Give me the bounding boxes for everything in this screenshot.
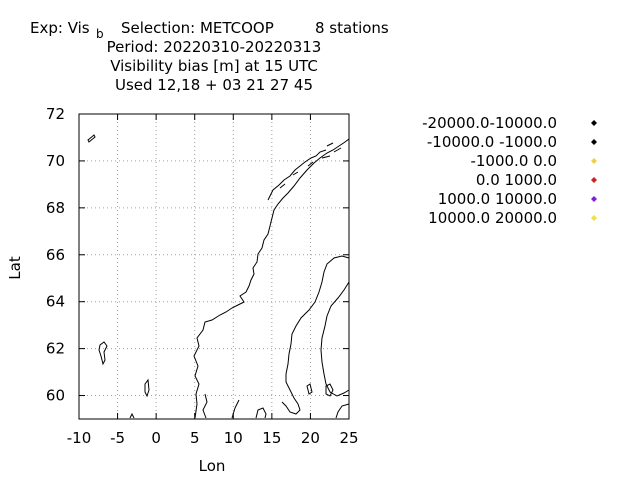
x-tick-label: -5 — [110, 429, 125, 447]
legend-marker — [591, 196, 597, 202]
axis-ticks: -10 -5 0 5 10 15 20 25 60 62 64 66 68 70 72 — [46, 105, 359, 447]
coastline-bothnia — [281, 255, 350, 415]
legend-label: 10000.0 20000.0 — [428, 209, 557, 227]
coastline-norway — [193, 138, 350, 419]
coastline-map — [87, 134, 350, 419]
legend-marker — [591, 120, 597, 126]
exp-subscript: b — [96, 27, 104, 41]
coastline-norway-north-islands — [267, 142, 342, 201]
x-tick-label: 20 — [301, 429, 320, 447]
grid — [79, 114, 349, 419]
y-tick-label: 70 — [46, 152, 65, 170]
coastline-small-island — [129, 412, 135, 419]
used-label: Used 12,18 + 03 21 27 45 — [115, 76, 313, 94]
legend-marker — [591, 139, 597, 145]
y-axis-label: Lat — [6, 256, 24, 280]
legend-label: -10000.0 -1000.0 — [427, 133, 557, 151]
coastline-finland — [320, 281, 350, 397]
quantity-label: Visibility bias [m] at 15 UTC — [110, 57, 318, 75]
y-tick-label: 66 — [46, 246, 65, 264]
legend-marker — [591, 215, 597, 221]
plot-frame — [78, 113, 350, 420]
legend-label: -20000.0-10000.0 — [422, 114, 557, 132]
chart-header: Exp: Vis b Selection: METCOOP 8 stations… — [30, 19, 389, 94]
y-tick-label: 72 — [46, 105, 65, 123]
legend-label: 0.0 1000.0 — [476, 171, 557, 189]
y-tick-label: 62 — [46, 340, 65, 358]
exp-label: Exp: Vis — [30, 19, 90, 37]
x-axis-label: Lon — [199, 457, 226, 475]
x-tick-label: 15 — [262, 429, 281, 447]
legend: -20000.0-10000.0-10000.0 -1000.0-1000.0 … — [422, 114, 597, 227]
selection-label: Selection: METCOOP — [121, 19, 274, 37]
y-tick-label: 68 — [46, 199, 65, 217]
coastline-shetland — [144, 378, 150, 398]
period-label: Period: 20220310-20220313 — [107, 38, 322, 56]
y-tick-label: 64 — [46, 293, 65, 311]
coastline-aland — [306, 383, 334, 397]
x-tick-label: -10 — [67, 429, 92, 447]
x-tick-label: 10 — [224, 429, 243, 447]
x-tick-label: 25 — [339, 429, 358, 447]
coastline-jan-mayen — [87, 134, 96, 143]
legend-marker — [591, 158, 597, 164]
legend-marker — [591, 177, 597, 183]
x-tick-label: 5 — [190, 429, 200, 447]
coastline-faroe — [98, 341, 108, 366]
legend-label: -1000.0 0.0 — [470, 152, 557, 170]
coastline-gulf-finland — [335, 403, 350, 419]
legend-label: 1000.0 10000.0 — [438, 190, 557, 208]
y-tick-label: 60 — [46, 387, 65, 405]
x-tick-label: 0 — [151, 429, 161, 447]
coastline-south — [202, 393, 267, 419]
station-count: 8 stations — [315, 19, 389, 37]
